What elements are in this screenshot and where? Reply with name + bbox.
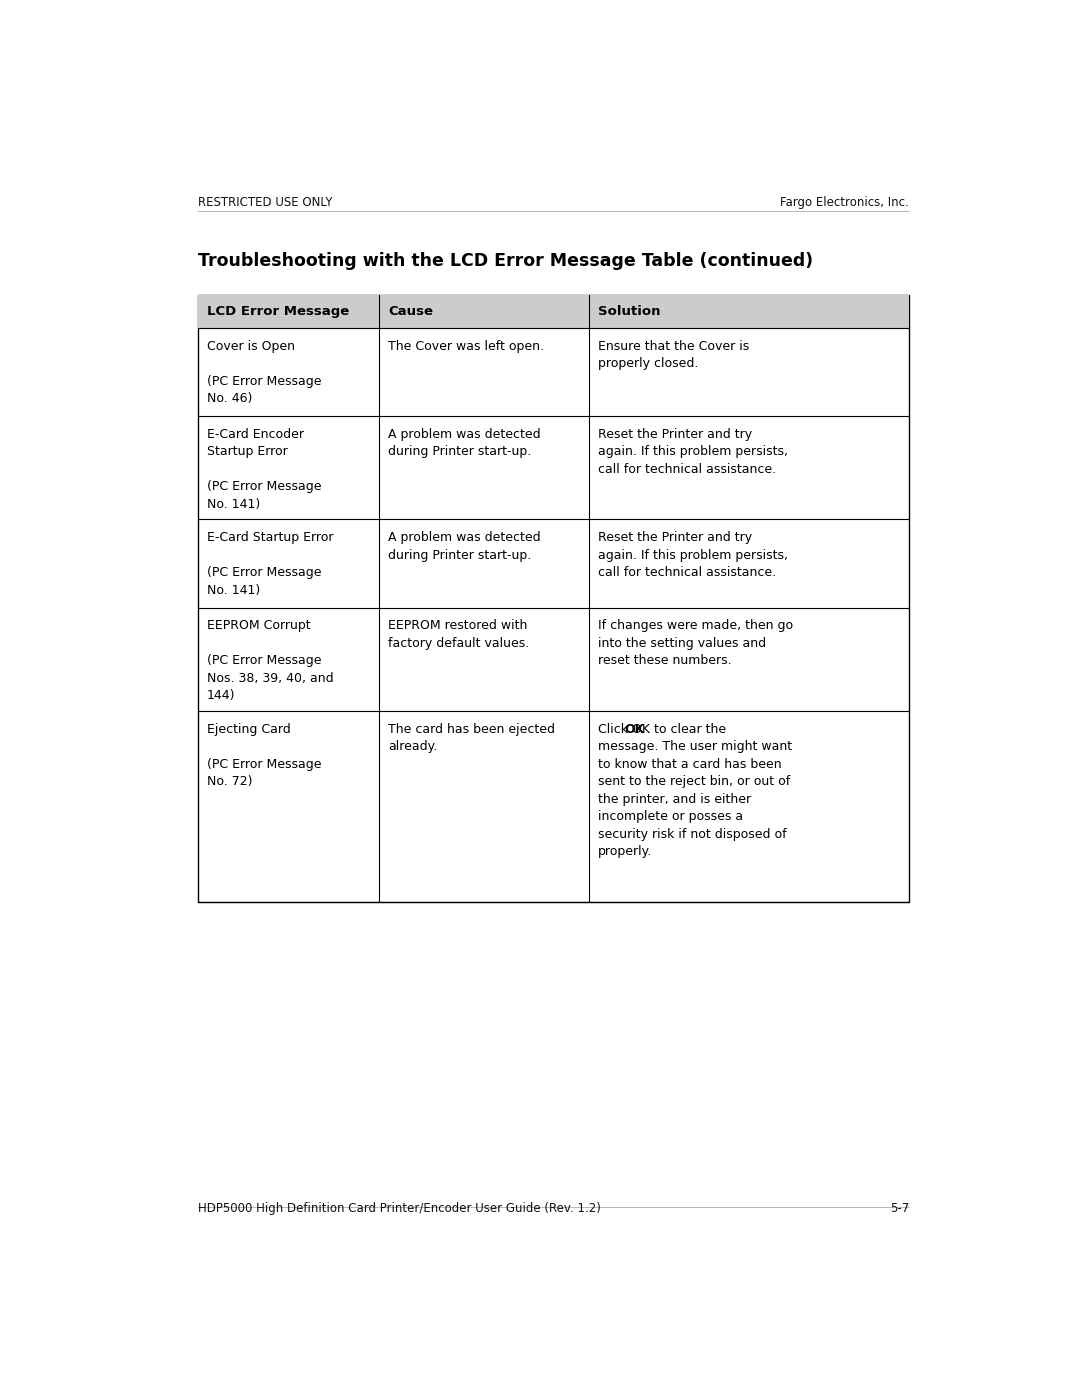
Bar: [198, 295, 909, 902]
Text: EEPROM Corrupt

(PC Error Message
Nos. 38, 39, 40, and
144): EEPROM Corrupt (PC Error Message Nos. 38…: [207, 619, 334, 703]
Text: If changes were made, then go
into the setting values and
reset these numbers.: If changes were made, then go into the s…: [598, 619, 794, 668]
Bar: [198, 295, 909, 328]
Text: Troubleshooting with the LCD Error Message Table (continued): Troubleshooting with the LCD Error Messa…: [198, 251, 813, 270]
Text: The card has been ejected
already.: The card has been ejected already.: [389, 722, 555, 753]
Text: The Cover was left open.: The Cover was left open.: [389, 339, 544, 353]
Text: EEPROM restored with
factory default values.: EEPROM restored with factory default val…: [389, 619, 529, 650]
Text: E-Card Encoder
Startup Error

(PC Error Message
No. 141): E-Card Encoder Startup Error (PC Error M…: [207, 427, 322, 511]
Text: Click OK to clear the
message. The user might want
to know that a card has been
: Click OK to clear the message. The user …: [598, 722, 793, 858]
Text: Ejecting Card

(PC Error Message
No. 72): Ejecting Card (PC Error Message No. 72): [207, 722, 322, 788]
Text: Cover is Open

(PC Error Message
No. 46): Cover is Open (PC Error Message No. 46): [207, 339, 322, 405]
Text: Cause: Cause: [389, 305, 433, 317]
Text: LCD Error Message: LCD Error Message: [207, 305, 349, 317]
Text: A problem was detected
during Printer start-up.: A problem was detected during Printer st…: [389, 531, 541, 562]
Text: A problem was detected
during Printer start-up.: A problem was detected during Printer st…: [389, 427, 541, 458]
Text: Reset the Printer and try
again. If this problem persists,
call for technical as: Reset the Printer and try again. If this…: [598, 427, 788, 476]
Text: Fargo Electronics, Inc.: Fargo Electronics, Inc.: [781, 196, 909, 208]
Text: OK: OK: [624, 722, 645, 736]
Text: E-Card Startup Error

(PC Error Message
No. 141): E-Card Startup Error (PC Error Message N…: [207, 531, 334, 597]
Text: RESTRICTED USE ONLY: RESTRICTED USE ONLY: [198, 196, 333, 208]
Text: Reset the Printer and try
again. If this problem persists,
call for technical as: Reset the Printer and try again. If this…: [598, 531, 788, 580]
Text: 5-7: 5-7: [890, 1203, 909, 1215]
Text: Ensure that the Cover is
properly closed.: Ensure that the Cover is properly closed…: [598, 339, 750, 370]
Text: HDP5000 High Definition Card Printer/Encoder User Guide (Rev. 1.2): HDP5000 High Definition Card Printer/Enc…: [198, 1203, 600, 1215]
Text: Solution: Solution: [598, 305, 661, 317]
